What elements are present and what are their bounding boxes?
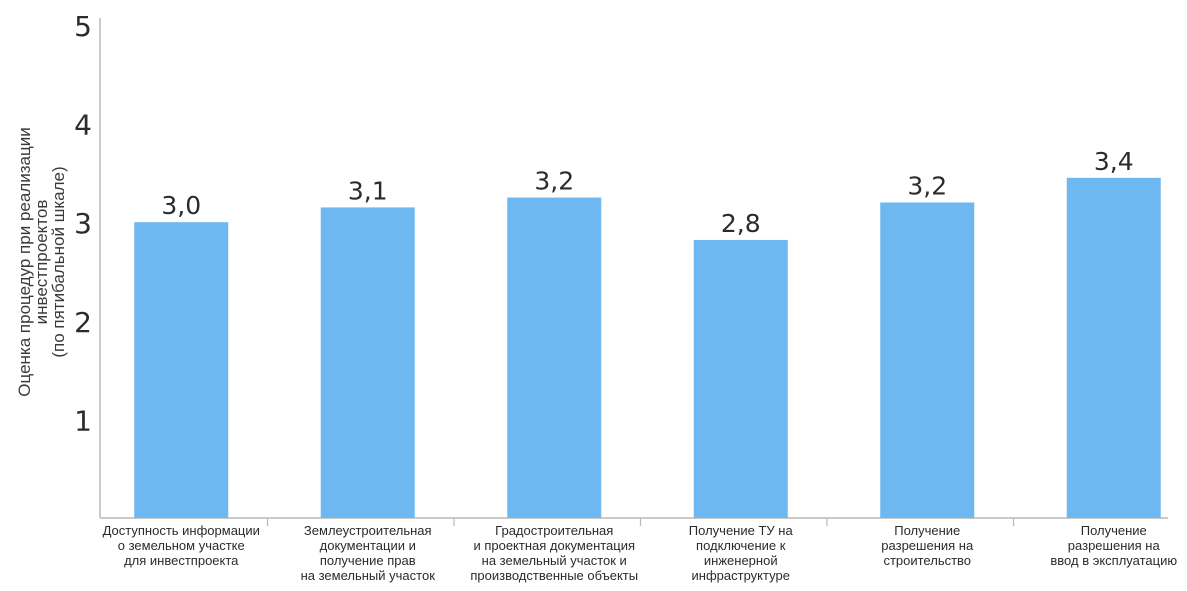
y-tick-label: 5 xyxy=(74,10,92,43)
y-tick-label: 1 xyxy=(74,404,92,437)
bar-value-label: 2,8 xyxy=(721,209,761,238)
y-tick-label: 3 xyxy=(74,207,92,240)
x-category-label: Градостроительная и проектная документаци… xyxy=(470,523,638,583)
y-axis-label-line: инвестпроектов xyxy=(32,200,51,325)
x-category-label-line: для инвестпроекта xyxy=(124,553,239,568)
x-category-label-line: Землеустроительная xyxy=(304,523,432,538)
bar xyxy=(507,197,602,519)
x-category-label-line: на земельный участок xyxy=(301,568,436,583)
bar-value-label: 3,4 xyxy=(1094,147,1134,176)
x-category-label-line: и проектная документация xyxy=(473,538,635,553)
bar-value-label: 3,2 xyxy=(534,167,574,196)
x-category-label-line: разрешения на xyxy=(881,538,974,553)
y-tick-label: 2 xyxy=(74,306,92,339)
x-category-label-line: Градостроительная xyxy=(495,523,613,538)
x-category-label: Землеустроительная документации и получени… xyxy=(301,523,436,583)
x-category-label-line: Доступность информации xyxy=(103,523,260,538)
x-category-label-line: на земельный участок и xyxy=(482,553,627,568)
x-category-label: Доступность информации о земельном участк… xyxy=(103,523,260,568)
bar xyxy=(1066,177,1161,518)
x-category-label-line: Получение xyxy=(1081,523,1147,538)
x-category-label-line: подключение к xyxy=(696,538,786,553)
bar-value-label: 3,0 xyxy=(161,191,201,220)
y-axis-label-line: (по пятибальной шкале) xyxy=(49,166,68,357)
x-category-label: Получение разрешения на строительство xyxy=(881,523,974,568)
y-axis-label-line: Оценка процедур при реализации xyxy=(15,127,34,396)
x-category-label-line: строительство xyxy=(883,553,971,568)
x-category-label-line: инженерной xyxy=(704,553,778,568)
x-category-label-line: о земельном участке xyxy=(118,538,245,553)
x-category-label-line: производственные объекты xyxy=(470,568,638,583)
bar xyxy=(134,222,229,518)
x-category-label-line: ввод в эксплуатацию xyxy=(1050,553,1177,568)
bar-value-label: 3,1 xyxy=(348,176,388,205)
bar-value-label: 3,2 xyxy=(907,171,947,200)
bar xyxy=(693,239,788,518)
x-category-label: Получение разрешения на ввод в эксплуатаци… xyxy=(1050,523,1177,568)
bar xyxy=(320,207,415,518)
bar xyxy=(880,202,975,519)
y-axis-label: Оценка процедур при реализацииинвестпрое… xyxy=(15,127,68,396)
x-category-label-line: разрешения на xyxy=(1068,538,1161,553)
x-category-label-line: Получение xyxy=(894,523,960,538)
y-tick-label: 4 xyxy=(74,109,92,142)
x-category-label: Получение ТУ на подключение к инженерной ин… xyxy=(689,523,794,583)
x-category-label-line: Получение ТУ на xyxy=(689,523,794,538)
x-category-label-line: документации и xyxy=(320,538,416,553)
x-category-label-line: инфраструктуре xyxy=(692,568,790,583)
x-category-label-line: получение прав xyxy=(320,553,416,568)
